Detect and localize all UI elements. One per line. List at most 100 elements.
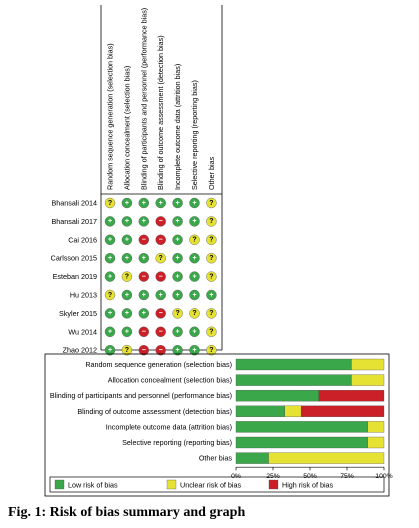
summary-cell-high [155,216,166,227]
summary-cell-symbol: + [142,292,146,299]
legend-label-low: Low risk of bias [68,481,118,490]
summary-cell-unclear [104,289,116,301]
summary-cell-symbol: + [142,255,146,262]
legend-swatch-unclear [166,479,177,490]
summary-cell-low [189,253,200,264]
summary-cell-symbol: + [192,347,196,354]
summary-cell-symbol: + [125,218,129,225]
legend-swatch-low [54,479,65,490]
summary-cell-symbol: + [192,218,196,225]
summary-cell-symbol: ? [175,310,179,317]
summary-cell-unclear [189,308,200,319]
summary-cell-unclear [172,308,183,319]
summary-cell-symbol: − [159,237,163,244]
summary-cell-symbol: ? [209,347,213,354]
summary-cell-symbol: + [176,329,180,336]
summary-cell-unclear [206,271,217,282]
summary-study-label: Zhao 2012 [63,346,97,355]
summary-cell-low [155,197,166,209]
graph-bar-unclear [351,374,385,386]
summary-cell-symbol: + [142,310,146,317]
summary-cell-symbol: − [159,329,163,336]
summary-cell-symbol: + [125,310,129,317]
graph-bar-low [235,421,368,433]
summary-cell-low [104,271,116,282]
summary-cell-low [172,253,183,264]
summary-study-label: Skyler 2015 [59,309,97,318]
summary-cell-symbol: + [159,292,163,299]
summary-cell-symbol: + [108,255,112,262]
summary-cell-symbol: − [142,347,146,354]
summary-cell-low [104,326,116,337]
summary-cell-symbol: + [108,237,112,244]
summary-cell-symbol: − [159,218,163,225]
summary-cell-symbol: − [142,237,146,244]
summary-cell-symbol: − [159,347,163,354]
summary-cell-symbol: + [142,200,146,207]
summary-cell-symbol: ? [209,237,213,244]
summary-cell-symbol: + [192,273,196,280]
summary-cell-symbol: + [192,255,196,262]
summary-cell-unclear [121,345,133,356]
summary-cell-symbol: ? [209,200,213,207]
summary-cell-low [172,271,183,282]
summary-domain-label: Blinding of outcome assessment (detectio… [156,35,165,190]
summary-cell-low [104,216,116,227]
summary-domain-label: Other bias [207,156,216,190]
summary-cell-low [121,216,133,227]
summary-cell-low [104,234,116,246]
summary-cell-high [155,234,166,246]
summary-cell-symbol: + [125,237,129,244]
graph-bar-high [318,390,385,402]
summary-cell-low [172,326,183,337]
legend-swatch-high [268,479,279,490]
summary-cell-symbol: ? [209,255,213,262]
summary-cell-symbol: + [108,218,112,225]
summary-cell-low [104,345,116,356]
summary-cell-symbol: ? [108,200,112,207]
summary-cell-low [121,253,133,264]
graph-bar-low [235,436,368,449]
summary-cell-symbol: + [125,255,129,262]
summary-cell-unclear [206,253,217,264]
graph-bar-low [235,374,352,386]
summary-cell-symbol: ? [125,273,129,280]
summary-cell-low [121,308,133,319]
summary-cell-low [121,289,133,301]
summary-study-label: Hu 2013 [70,291,97,300]
summary-cell-symbol: ? [209,273,213,280]
summary-cell-symbol: + [108,329,112,336]
summary-cell-symbol: + [125,292,129,299]
graph-bar-low [235,390,320,402]
summary-cell-high [155,271,166,282]
summary-cell-symbol: − [142,329,146,336]
summary-cell-low [155,289,166,301]
summary-cell-symbol: ? [209,329,213,336]
summary-cell-low [206,289,217,301]
graph-bar-high [300,405,385,417]
summary-cell-symbol: + [176,347,180,354]
summary-cell-symbol: + [192,292,196,299]
summary-cell-low [189,326,200,337]
summary-cell-symbol: + [159,200,163,207]
summary-cell-symbol: ? [209,218,213,225]
summary-cell-symbol: + [108,310,112,317]
summary-cell-high [138,234,150,246]
graph-legend-frame [49,476,385,493]
summary-cell-low [189,345,200,356]
summary-cell-symbol: + [108,347,112,354]
summary-cell-symbol: + [125,329,129,336]
graph-category-label: Blinding of participants and personnel (… [50,391,232,400]
summary-cell-unclear [206,197,217,209]
summary-cell-symbol: + [209,292,213,299]
summary-cell-low [172,197,183,209]
summary-cell-unclear [206,308,217,319]
summary-cell-symbol: − [159,310,163,317]
summary-cell-low [172,216,183,227]
summary-domain-label: Blinding of participants and personnel (… [139,8,148,190]
legend-label-high: High risk of bias [282,481,334,490]
graph-category-label: Random sequence generation (selection bi… [85,360,232,369]
graph-bar-low [235,405,285,417]
summary-study-label: Esteban 2019 [53,272,97,281]
